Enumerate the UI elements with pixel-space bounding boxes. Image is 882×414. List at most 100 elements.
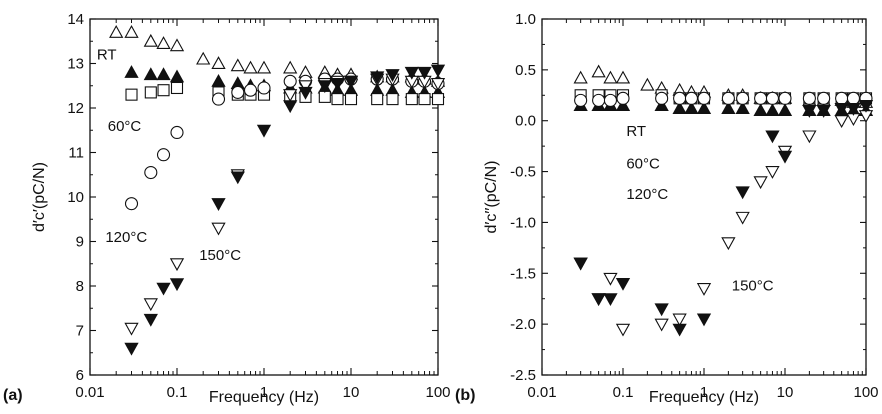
data-point bbox=[386, 93, 399, 106]
data-point bbox=[574, 93, 588, 107]
data-point bbox=[170, 81, 184, 95]
x-tick-label: 0.1 bbox=[613, 384, 634, 401]
annotation-label: 150°C bbox=[199, 247, 241, 264]
y-tick-label: 1.0 bbox=[515, 11, 536, 28]
data-point bbox=[858, 99, 874, 113]
data-point bbox=[603, 293, 618, 307]
x-tick-label: 1 bbox=[700, 384, 708, 401]
data-point bbox=[156, 148, 171, 162]
data-point bbox=[211, 222, 226, 236]
data-point bbox=[846, 91, 861, 105]
data-point bbox=[777, 150, 793, 164]
data-point bbox=[283, 89, 298, 102]
data-point bbox=[430, 64, 446, 78]
data-point bbox=[672, 323, 687, 337]
data-point bbox=[169, 278, 185, 292]
data-point bbox=[169, 258, 185, 272]
data-point bbox=[721, 101, 736, 115]
data-point bbox=[405, 93, 418, 106]
data-point bbox=[169, 38, 185, 52]
data-point bbox=[591, 64, 606, 78]
data-point bbox=[124, 25, 139, 38]
data-point bbox=[283, 60, 298, 74]
data-point bbox=[777, 103, 793, 117]
data-point bbox=[124, 322, 139, 336]
series-triangle-down-filled bbox=[124, 64, 446, 356]
annotation-label: 150°C bbox=[732, 277, 774, 294]
x-tick-label: 0.01 bbox=[527, 384, 556, 401]
data-point bbox=[721, 91, 735, 105]
series-triangle-down-open bbox=[124, 73, 446, 336]
y-tick-label: -1.5 bbox=[510, 265, 536, 282]
data-point bbox=[778, 91, 792, 105]
data-point bbox=[696, 283, 712, 296]
data-point bbox=[753, 176, 768, 190]
data-point bbox=[211, 56, 226, 70]
data-point bbox=[143, 33, 158, 47]
data-point bbox=[592, 93, 606, 107]
data-point bbox=[344, 93, 358, 106]
y-tick-label: 9 bbox=[76, 234, 84, 251]
data-point bbox=[156, 36, 171, 49]
data-point bbox=[765, 130, 780, 144]
data-point bbox=[144, 86, 157, 99]
data-point bbox=[603, 93, 618, 107]
data-point bbox=[573, 70, 588, 84]
data-point bbox=[603, 272, 618, 286]
data-point bbox=[802, 105, 817, 118]
panel-label: (a) bbox=[3, 387, 23, 404]
data-point bbox=[385, 69, 400, 82]
data-point bbox=[573, 257, 588, 271]
data-point bbox=[673, 91, 687, 105]
data-point bbox=[370, 71, 385, 85]
x-tick-label: 100 bbox=[425, 384, 450, 401]
data-point bbox=[243, 60, 258, 74]
x-tick-label: 0.01 bbox=[75, 384, 104, 401]
data-point bbox=[654, 303, 669, 317]
data-point bbox=[243, 83, 258, 97]
data-point bbox=[211, 198, 226, 212]
data-point bbox=[754, 91, 768, 105]
data-point bbox=[721, 237, 736, 251]
y-tick-label: 0.5 bbox=[515, 62, 536, 79]
data-point bbox=[765, 166, 780, 179]
y-tick-label: 7 bbox=[76, 323, 84, 340]
series-triangle-down-open bbox=[573, 110, 874, 337]
data-point bbox=[330, 78, 345, 91]
data-point bbox=[256, 60, 272, 74]
data-point bbox=[143, 313, 158, 327]
data-point bbox=[684, 91, 699, 105]
data-point bbox=[765, 91, 780, 105]
data-point bbox=[696, 101, 712, 115]
annotation-label: RT bbox=[626, 123, 646, 140]
data-point bbox=[343, 75, 359, 89]
data-point bbox=[317, 80, 332, 94]
y-tick-label: -0.5 bbox=[510, 164, 536, 181]
data-point bbox=[616, 91, 630, 105]
data-point bbox=[169, 69, 185, 83]
data-point bbox=[298, 80, 313, 94]
data-point bbox=[156, 67, 171, 81]
data-point bbox=[591, 293, 606, 307]
y-tick-label: 14 bbox=[67, 11, 84, 28]
data-point bbox=[736, 91, 750, 105]
data-point bbox=[735, 101, 750, 115]
data-point bbox=[816, 105, 831, 118]
data-point bbox=[753, 103, 768, 117]
data-point bbox=[655, 91, 669, 105]
data-point bbox=[211, 92, 226, 106]
y-tick-label: 12 bbox=[67, 100, 84, 117]
data-point bbox=[125, 88, 138, 101]
data-point bbox=[697, 91, 711, 105]
data-point bbox=[298, 86, 313, 100]
y-tick-label: 13 bbox=[67, 56, 84, 73]
data-point bbox=[170, 125, 184, 140]
data-point bbox=[283, 100, 298, 114]
data-point bbox=[404, 66, 419, 80]
annotation-label: RT bbox=[97, 47, 117, 64]
annotation-label: 60°C bbox=[108, 118, 142, 135]
data-point bbox=[430, 78, 446, 91]
x-tick-label: 10 bbox=[777, 384, 794, 401]
data-point bbox=[124, 342, 139, 356]
y-tick-label: 6 bbox=[76, 367, 84, 384]
